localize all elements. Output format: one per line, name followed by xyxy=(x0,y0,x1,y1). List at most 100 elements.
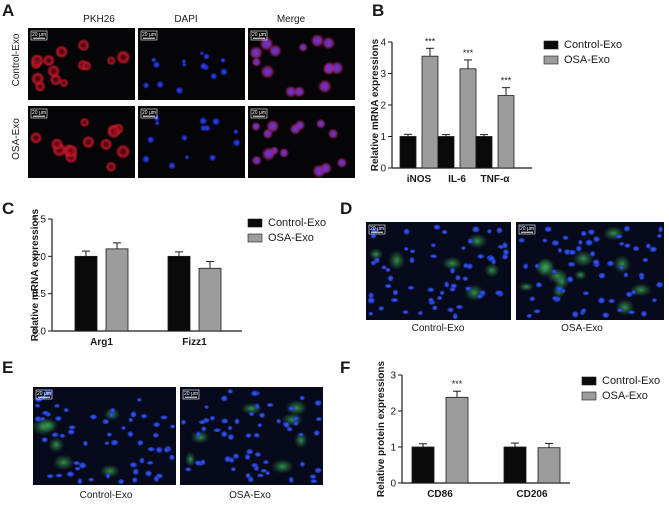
dapi-nucleus xyxy=(433,224,441,231)
dapi-nucleus xyxy=(39,416,46,422)
scale-bar-label: 20 μm xyxy=(252,32,266,38)
dapi-nucleus xyxy=(502,241,508,249)
dapi-nucleus xyxy=(454,274,461,281)
pkh26-cell xyxy=(54,45,69,59)
dapi-nucleus xyxy=(283,421,290,429)
dapi-nucleus xyxy=(129,462,138,468)
dapi-nucleus xyxy=(562,235,569,241)
dapi-nucleus xyxy=(227,388,234,394)
dapi-nucleus xyxy=(292,416,300,422)
dapi-nucleus xyxy=(169,424,176,429)
dapi-nucleus xyxy=(526,313,533,319)
dapi-nucleus xyxy=(74,466,81,471)
dapi-nucleus xyxy=(314,399,322,407)
row-label-control-exo: Control-Exo xyxy=(11,33,22,86)
dapi-nucleus xyxy=(462,262,469,269)
dapi-nucleus xyxy=(571,310,579,318)
scale-bar-box xyxy=(35,389,53,400)
dapi-nucleus xyxy=(156,80,164,89)
dapi-nucleus xyxy=(455,304,464,310)
bar-osa-exo-tnf-α xyxy=(497,95,515,169)
dapi-nucleus xyxy=(262,460,270,465)
dapi-nucleus xyxy=(392,289,399,296)
dapi-nucleus xyxy=(460,246,466,251)
dapi-nucleus xyxy=(429,254,438,259)
green-stained-region xyxy=(52,454,75,471)
dapi-nucleus xyxy=(309,474,317,480)
dapi-nucleus xyxy=(593,236,601,243)
y-tick-label: 1 xyxy=(390,443,396,454)
dapi-nucleus xyxy=(315,416,323,422)
dapi-nucleus xyxy=(501,254,509,260)
legend-swatch xyxy=(581,376,597,386)
y-tick-label: 0.5 xyxy=(32,289,46,300)
dapi-nucleus xyxy=(127,430,134,438)
dapi-nucleus xyxy=(152,432,160,438)
micrograph-pair-e: 20 μm 20 μm xyxy=(31,387,323,485)
dapi-nucleus xyxy=(104,441,110,446)
dapi-nucleus xyxy=(88,477,95,482)
green-stained-region xyxy=(38,418,59,433)
dapi-nucleus xyxy=(582,291,590,296)
dapi-nucleus xyxy=(55,473,63,478)
dapi-nucleus xyxy=(128,417,134,423)
dapi-nucleus xyxy=(34,416,43,422)
dapi-nucleus xyxy=(384,283,392,289)
panel-d: D 20 μm 20 μm Control-Exo OSA-Exo xyxy=(340,199,664,334)
dapi-nucleus xyxy=(254,451,262,457)
panel-e: E 20 μm 20 μm Control-Exo OSA-Exo xyxy=(2,358,323,501)
scale-bar-label: 20 μm xyxy=(32,32,46,38)
dapi-nucleus xyxy=(624,243,631,249)
dapi-nucleus xyxy=(163,446,170,453)
dapi-nucleus xyxy=(233,129,239,135)
legend-label: Control-Exo xyxy=(602,375,660,387)
legend-swatch xyxy=(543,55,559,65)
pkh26-cell xyxy=(42,54,56,67)
scale-bar-label: 20 μm xyxy=(520,226,534,232)
dapi-nucleus xyxy=(585,239,593,246)
significance-marker: *** xyxy=(463,48,474,58)
dapi-nucleus xyxy=(110,407,116,413)
bar-osa-exo-inos xyxy=(421,55,439,169)
scale-bar-label: 20 μm xyxy=(370,226,384,232)
dapi-nucleus xyxy=(464,286,472,291)
dapi-nucleus xyxy=(220,430,228,438)
dapi-nucleus xyxy=(142,155,150,164)
dapi-nucleus xyxy=(479,289,486,297)
dapi-nucleus xyxy=(467,238,474,244)
dapi-nucleus xyxy=(155,446,163,454)
dapi-nucleus xyxy=(615,234,623,239)
scale-bar-label: 20 μm xyxy=(142,110,156,116)
dapi-nucleus xyxy=(168,161,176,170)
dapi-nucleus xyxy=(181,134,188,142)
column-title-merge: Merge xyxy=(277,14,306,25)
scale-bar-box xyxy=(140,108,158,119)
pkh26-cell xyxy=(64,144,79,159)
dapi-nucleus xyxy=(403,228,410,235)
dapi-nucleus xyxy=(46,473,54,479)
dapi-nucleus xyxy=(169,454,175,461)
dapi-nucleus xyxy=(253,432,260,438)
panel-letter-f: F xyxy=(340,358,350,377)
dapi-nucleus xyxy=(535,281,543,288)
dapi-nucleus xyxy=(82,440,89,447)
dapi-nucleus xyxy=(54,415,62,422)
pkh26-cell xyxy=(79,117,90,128)
green-stained-region xyxy=(484,263,500,278)
dapi-nucleus xyxy=(232,138,241,147)
caption-e-control-exo: Control-Exo xyxy=(80,490,133,501)
dapi-nucleus xyxy=(230,466,237,472)
dapi-nucleus xyxy=(417,310,424,316)
dapi-nucleus xyxy=(204,405,209,410)
dapi-nucleus xyxy=(213,428,222,433)
dapi-nucleus xyxy=(67,429,75,435)
pkh26-cell xyxy=(105,161,117,173)
dapi-nucleus xyxy=(198,420,207,425)
pkh26-cell xyxy=(116,50,131,65)
dapi-nucleus xyxy=(551,239,560,246)
dapi-nucleus xyxy=(109,411,115,418)
dapi-nucleus xyxy=(452,312,458,320)
dapi-nucleus xyxy=(550,269,558,274)
dapi-nucleus xyxy=(181,59,187,64)
